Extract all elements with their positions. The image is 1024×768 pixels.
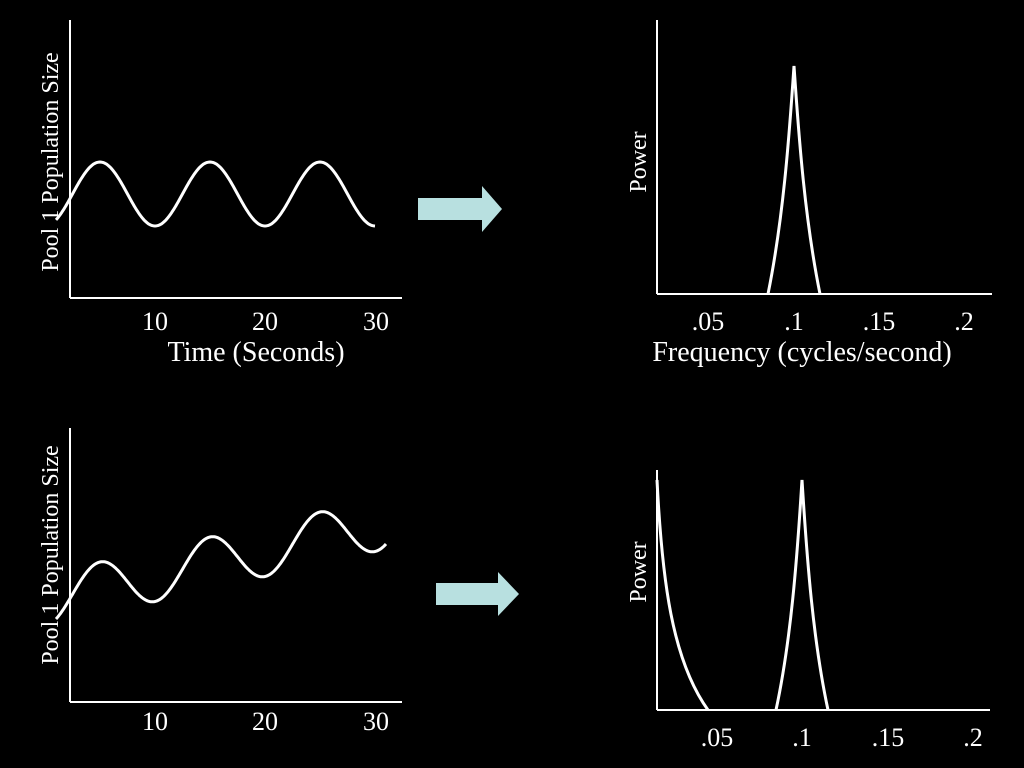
top-time-xlabel: Time (Seconds) <box>167 337 344 368</box>
right-arrow-icon <box>418 186 502 232</box>
bottom-time-ylabel: Pool 1 Population Size <box>38 445 64 664</box>
bottom-spectrum-tick: .1 <box>792 723 812 752</box>
bottom-spectrum-tick: .05 <box>701 723 734 752</box>
bottom-spectrum-tick: .2 <box>963 723 983 752</box>
top-spectrum-plot: Power .05 .1 .15 .2 Frequency (cycles/se… <box>626 20 992 368</box>
top-time-ylabel: Pool 1 Population Size <box>38 52 64 271</box>
top-time-tick: 10 <box>142 307 168 336</box>
top-spectrum-tick: .05 <box>692 307 725 336</box>
top-spectrum-tick: .15 <box>863 307 896 336</box>
bottom-time-tick: 20 <box>252 707 278 736</box>
right-arrow-icon <box>436 572 519 616</box>
bottom-spectrum-tick: .15 <box>872 723 905 752</box>
bottom-spectrum-plot: Power .05 .1 .15 .2 <box>626 470 990 752</box>
bottom-spectrum-peak <box>774 479 830 711</box>
top-spectrum-xlabel: Frequency (cycles/second) <box>652 337 951 368</box>
bottom-time-tick: 10 <box>142 707 168 736</box>
bottom-time-plot: Pool 1 Population Size 10 20 30 <box>38 428 402 736</box>
bottom-spectrum-low-peak <box>655 479 710 711</box>
top-time-tick: 20 <box>252 307 278 336</box>
top-spectrum-tick: .2 <box>954 307 974 336</box>
top-spectrum-ylabel: Power <box>626 131 652 192</box>
top-time-plot: Pool 1 Population Size 10 20 30 Time (Se… <box>38 20 402 368</box>
bottom-time-tick: 30 <box>363 707 389 736</box>
top-time-signal-line <box>54 160 376 228</box>
bottom-time-signal-line <box>54 510 388 621</box>
top-time-tick: 30 <box>363 307 389 336</box>
top-spectrum-peak <box>766 65 822 295</box>
bottom-spectrum-ylabel: Power <box>626 541 652 602</box>
top-spectrum-tick: .1 <box>784 307 804 336</box>
